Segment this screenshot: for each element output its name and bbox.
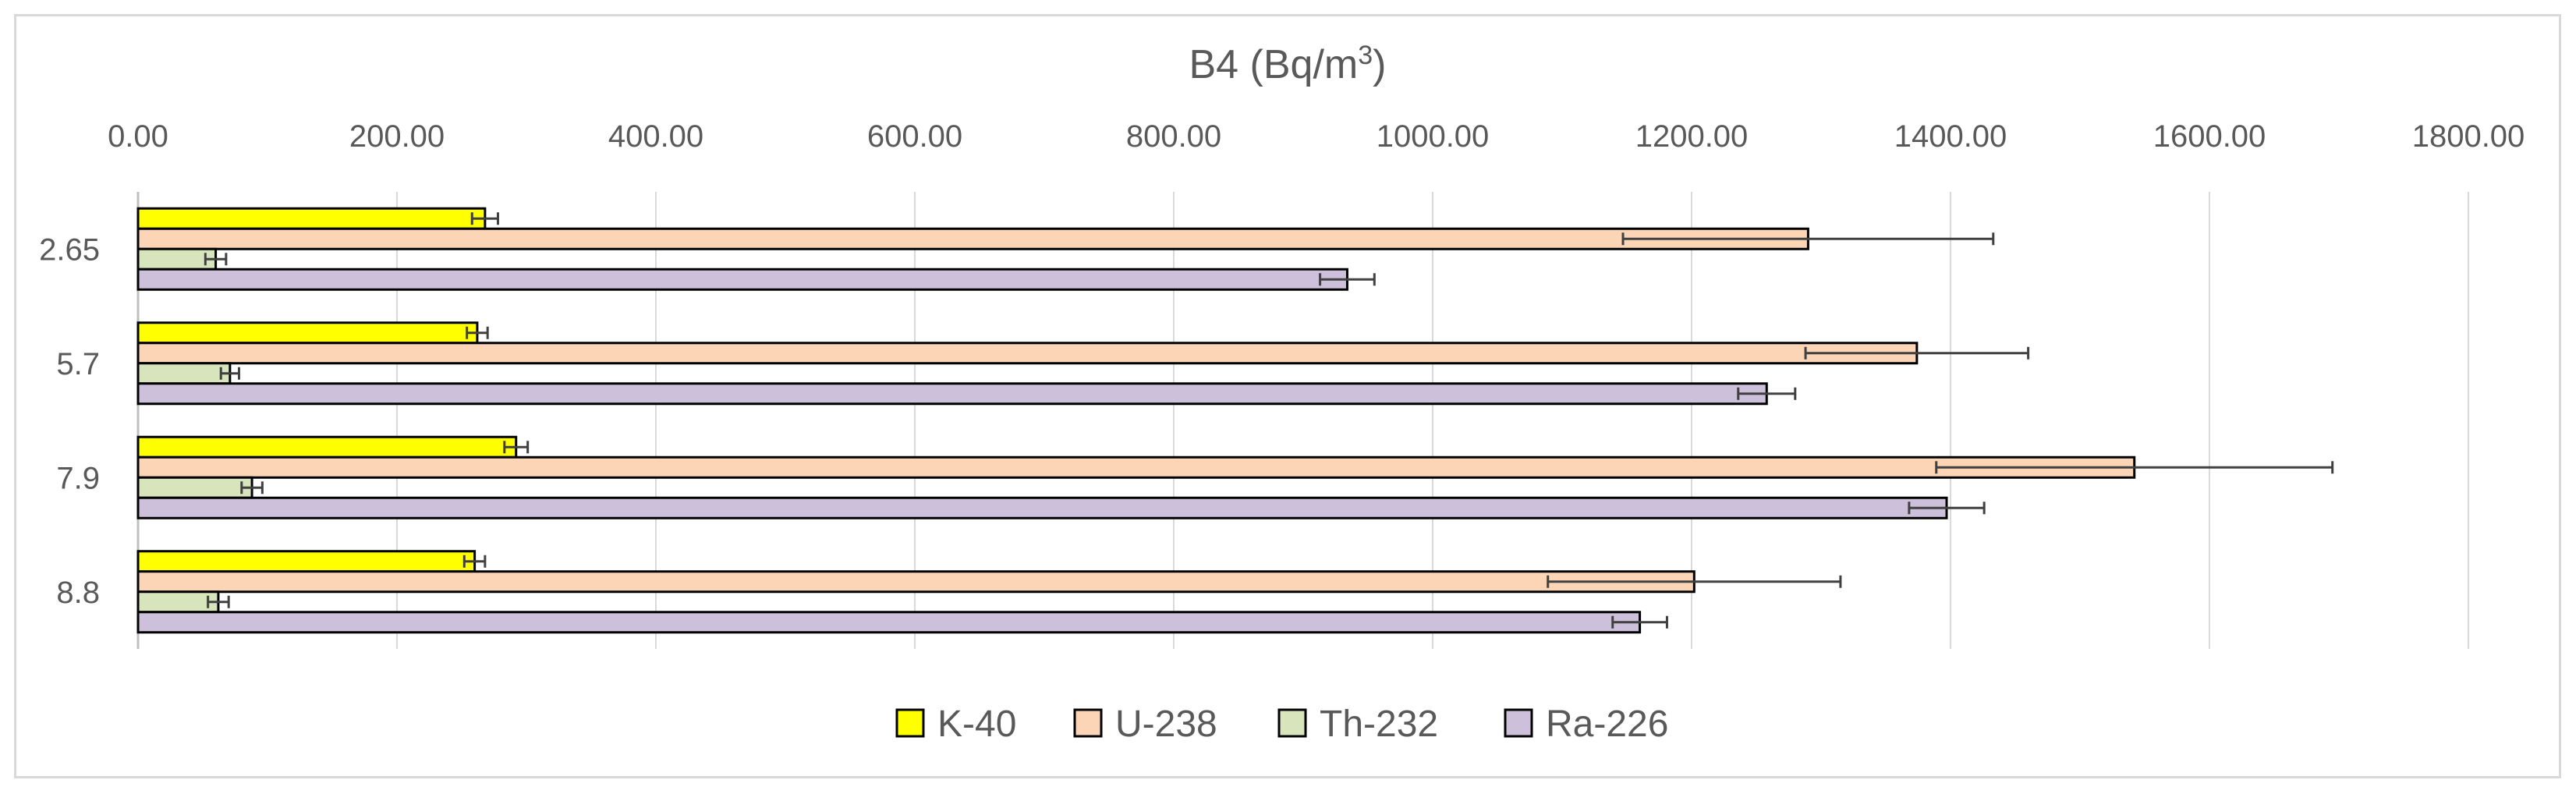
bar-u-238 — [136, 455, 2136, 479]
bar-k-40 — [136, 207, 487, 230]
bar-th-232 — [136, 476, 253, 499]
x-tick-label: 1000.00 — [1377, 119, 1490, 154]
x-tick-label: 400.00 — [608, 119, 703, 154]
bar-th-232 — [136, 247, 218, 271]
bar-u-238 — [136, 227, 1809, 250]
error-bar — [1737, 387, 1797, 400]
legend-swatch — [895, 708, 925, 738]
bar-ra-226 — [136, 611, 1642, 634]
legend-label: U-238 — [1115, 704, 1217, 745]
error-bar — [1621, 232, 1995, 246]
error-bar — [1319, 273, 1376, 286]
bar-ra-226 — [136, 268, 1348, 291]
bar-k-40 — [136, 321, 479, 345]
legend: K-40 U-238 Th-232 Ra-226 — [895, 704, 1668, 745]
chart-title-suffix: ) — [1373, 42, 1386, 87]
category-label: 2.65 — [39, 232, 100, 267]
error-bar — [1935, 461, 2334, 474]
bar-ra-226 — [136, 496, 1948, 519]
bar-u-238 — [136, 570, 1695, 594]
category-label: 5.7 — [56, 347, 100, 381]
legend-swatch — [1073, 708, 1103, 738]
bar-ra-226 — [136, 382, 1768, 406]
x-tick-label: 1800.00 — [2412, 119, 2525, 154]
category-label: 8.8 — [56, 576, 100, 610]
x-tick-label: 200.00 — [349, 119, 445, 154]
x-tick-label: 0.00 — [108, 119, 168, 154]
error-bar — [1908, 502, 1986, 515]
legend-item: Th-232 — [1277, 704, 1438, 745]
x-tick-label: 1200.00 — [1635, 119, 1749, 154]
chart-title: B4 (Bq/m3) — [1189, 41, 1387, 87]
error-bar — [470, 212, 499, 225]
legend-item: Ra-226 — [1504, 704, 1668, 745]
x-tick-label: 1400.00 — [1894, 119, 2007, 154]
bar-k-40 — [136, 550, 477, 573]
y-axis-category-labels: 2.65 5.7 7.9 8.8 — [39, 232, 100, 610]
error-bar — [503, 441, 530, 454]
legend-item: K-40 — [895, 704, 1016, 745]
error-bar — [462, 555, 487, 568]
error-bar — [1547, 575, 1842, 588]
legend-label: Ra-226 — [1546, 704, 1668, 745]
bar-k-40 — [136, 435, 518, 459]
legend-swatch — [1277, 708, 1307, 738]
x-tick-label: 1600.00 — [2153, 119, 2266, 154]
bar-th-232 — [136, 362, 232, 385]
legend-swatch — [1504, 708, 1533, 738]
legend-item: U-238 — [1073, 704, 1217, 745]
bar-u-238 — [136, 342, 1919, 365]
error-bar — [204, 253, 228, 266]
chart-title-main: B4 (Bq/m — [1189, 42, 1359, 87]
error-bar — [1611, 615, 1668, 629]
error-bar — [466, 326, 489, 339]
legend-label: Th-232 — [1320, 704, 1438, 745]
chart-title-superscript: 3 — [1358, 41, 1373, 70]
x-tick-label: 600.00 — [867, 119, 962, 154]
legend-label: K-40 — [937, 704, 1016, 745]
error-bar — [240, 481, 264, 494]
error-bar — [1804, 346, 2030, 360]
bars — [136, 207, 2334, 634]
bar-th-232 — [136, 590, 220, 614]
x-axis-tick-labels: 0.00 200.00 400.00 600.00 800.00 1000.00 1200.… — [108, 119, 2525, 154]
x-tick-label: 800.00 — [1126, 119, 1221, 154]
category-label: 7.9 — [56, 461, 100, 495]
error-bar — [219, 367, 240, 380]
error-bar — [207, 595, 230, 608]
